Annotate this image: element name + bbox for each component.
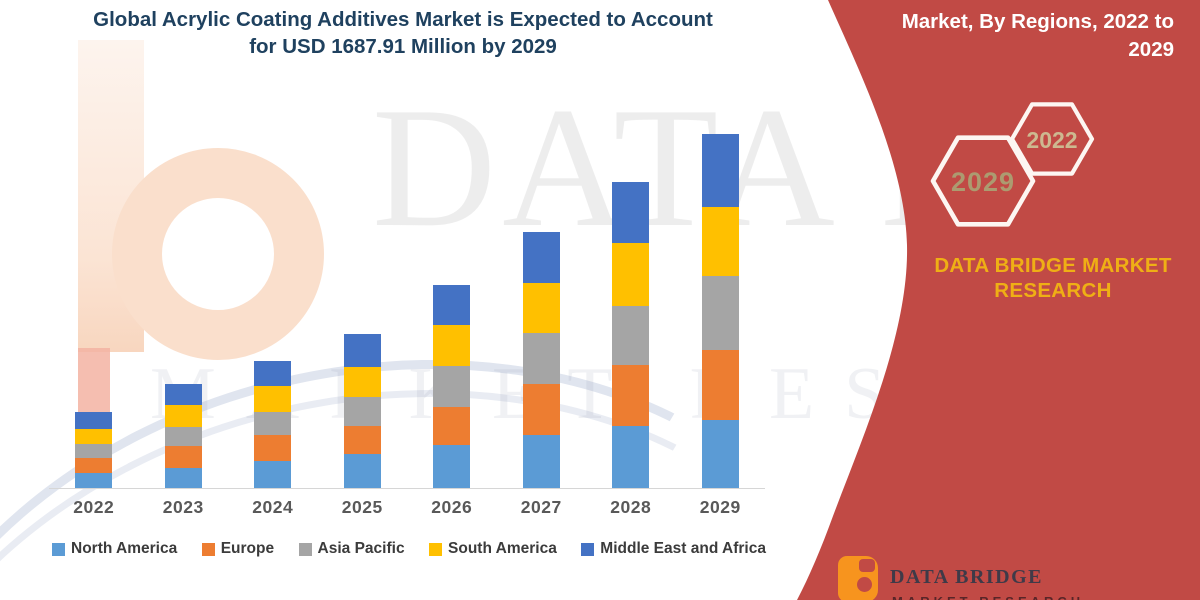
- bar-segment-2022-north-america: [75, 472, 113, 488]
- legend-item-south-america: South America: [429, 540, 557, 558]
- bar-2027: [497, 231, 587, 488]
- bar-2024: [228, 360, 318, 488]
- bar-2025: [318, 334, 408, 488]
- bar-segment-2025-north-america: [343, 454, 381, 488]
- logo-notch: [859, 559, 875, 572]
- hexagon-2022: [1009, 102, 1095, 176]
- legend-swatch-icon: [201, 542, 215, 556]
- logo-bowl-hole: [857, 577, 872, 592]
- stacked-bar-chart: 2022 2023 2024 2025 2026 2027 2028 2029: [49, 128, 765, 518]
- bar-segment-2028-north-america: [612, 425, 650, 488]
- legend-label: Middle East and Africa: [600, 540, 766, 557]
- legend-label: North America: [71, 540, 178, 557]
- bar-segment-2024-north-america: [254, 460, 292, 488]
- bar-2022: [49, 412, 139, 488]
- title-line-2: for USD 1687.91 Million by 2029: [249, 35, 557, 59]
- bar-segment-2027-europe: [522, 384, 560, 436]
- footer-brand-name: DATA BRIDGE: [890, 566, 1044, 588]
- chart-plot-area: [49, 128, 765, 489]
- bar-segment-2025-south-america: [343, 366, 381, 398]
- bar-segment-2024-asia-pacific: [254, 411, 292, 436]
- bar-2028: [586, 181, 676, 488]
- bar-segment-2028-asia-pacific: [612, 306, 650, 365]
- chart-legend: North America Europe Asia Pacific South Ame…: [52, 540, 766, 558]
- legend-swatch-icon: [581, 542, 595, 556]
- x-tick-2027: 2027: [520, 497, 562, 517]
- x-tick-2029: 2029: [699, 497, 741, 517]
- legend-item-middle-east-and-africa: Middle East and Africa: [581, 540, 766, 558]
- legend-label: Europe: [220, 540, 275, 557]
- hexagon-2029: [930, 135, 1036, 227]
- bar-segment-2027-north-america: [522, 435, 560, 488]
- bar-segment-2025-europe: [343, 425, 381, 455]
- legend-label: Asia Pacific: [317, 540, 405, 557]
- bar-segment-2024-middle-east-and-africa: [254, 360, 292, 387]
- legend-swatch-icon: [298, 542, 312, 556]
- bar-segment-2026-south-america: [433, 325, 471, 366]
- hexagon-year-2029: 2029: [950, 167, 1016, 197]
- bar-segment-2023-europe: [164, 446, 202, 468]
- bar-segment-2022-asia-pacific: [75, 444, 113, 459]
- bar-segment-2022-south-america: [75, 428, 113, 445]
- bar-segment-2027-asia-pacific: [522, 333, 560, 385]
- bar-segment-2023-middle-east-and-africa: [164, 384, 202, 405]
- hexagons-graphic: [930, 102, 1095, 227]
- bar-segment-2026-middle-east-and-africa: [433, 284, 471, 326]
- panel-brand-text: DATA BRIDGE MARKET RESEARCH: [920, 254, 1186, 303]
- x-tick-2024: 2024: [252, 497, 294, 517]
- bar-segment-2027-middle-east-and-africa: [522, 231, 560, 284]
- bar-segment-2026-asia-pacific: [433, 365, 471, 407]
- bar-segment-2023-north-america: [164, 467, 202, 488]
- title-line-1: Global Acrylic Coating Additives Market …: [93, 8, 713, 31]
- bar-segment-2023-asia-pacific: [164, 427, 202, 447]
- panel-title: Market, By Regions, 2022 to 2029: [901, 10, 1174, 61]
- brand-line-2: RESEARCH: [994, 278, 1112, 302]
- bar-2029: [676, 133, 766, 488]
- bar-segment-2025-middle-east-and-africa: [343, 334, 381, 367]
- legend-label: South America: [448, 540, 557, 557]
- brand-line-1: DATA BRIDGE MARKET: [934, 254, 1172, 277]
- bar-segment-2026-north-america: [433, 445, 471, 488]
- bar-segment-2028-south-america: [612, 242, 650, 307]
- bar-segment-2024-south-america: [254, 386, 292, 412]
- x-axis-labels: 2022 2023 2024 2025 2026 2027 2028 2029: [49, 497, 765, 518]
- legend-item-north-america: North America: [52, 540, 177, 558]
- legend-swatch-icon: [52, 542, 65, 556]
- bar-2023: [139, 384, 229, 488]
- x-tick-2023: 2023: [162, 497, 204, 517]
- bar-segment-2027-south-america: [522, 283, 560, 334]
- footer-brand-subtext: MARKET RESEARCH: [892, 594, 1084, 600]
- bar-segment-2029-asia-pacific: [701, 276, 739, 350]
- bar-segment-2029-middle-east-and-africa: [701, 133, 739, 208]
- bar-segment-2029-europe: [701, 349, 739, 420]
- bar-segment-2026-europe: [433, 406, 471, 446]
- bar-segment-2022-middle-east-and-africa: [75, 412, 113, 429]
- legend-item-asia-pacific: Asia Pacific: [298, 540, 405, 558]
- legend-swatch-icon: [429, 542, 443, 556]
- page-title: Global Acrylic Coating Additives Market …: [50, 6, 756, 60]
- bar-segment-2022-europe: [75, 458, 113, 473]
- databridge-logo-icon: [838, 556, 878, 600]
- bar-2026: [407, 284, 497, 488]
- x-tick-2022: 2022: [73, 497, 115, 517]
- bar-segment-2025-asia-pacific: [343, 397, 381, 426]
- hexagon-year-2022: 2022: [1026, 127, 1078, 153]
- legend-item-europe: Europe: [201, 540, 275, 558]
- bar-segment-2028-middle-east-and-africa: [612, 181, 650, 243]
- bar-segment-2029-south-america: [701, 207, 739, 277]
- x-tick-2026: 2026: [431, 497, 473, 517]
- bar-segment-2024-europe: [254, 435, 292, 461]
- bar-segment-2028-europe: [612, 364, 650, 426]
- x-tick-2025: 2025: [341, 497, 383, 517]
- bar-segment-2023-south-america: [164, 404, 202, 428]
- x-tick-2028: 2028: [610, 497, 652, 517]
- bar-segment-2029-north-america: [701, 419, 739, 488]
